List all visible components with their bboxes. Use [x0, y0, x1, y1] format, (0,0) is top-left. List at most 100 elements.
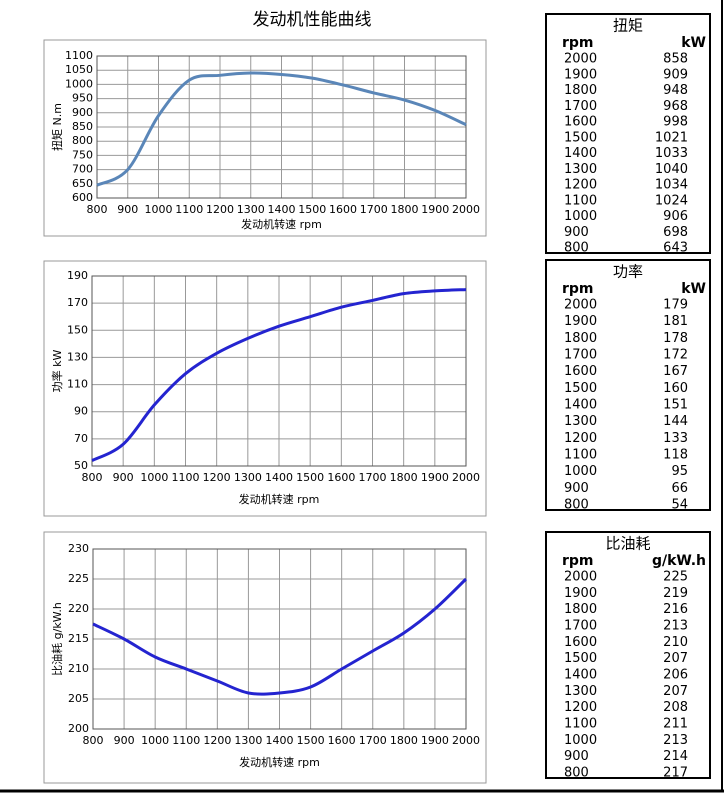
x-tick-label: 2000 — [452, 734, 480, 747]
x-tick-label: 1800 — [390, 471, 418, 484]
table-frame — [545, 259, 711, 511]
table-cell: 216 — [663, 602, 688, 617]
x-tick-label: 1100 — [175, 203, 203, 216]
y-tick-label: 1050 — [65, 63, 93, 76]
table-cell: 151 — [663, 398, 688, 413]
x-tick-label: 1100 — [172, 471, 200, 484]
table-cell: 181 — [663, 314, 688, 329]
y-tick-label: 50 — [74, 459, 88, 472]
y-tick-label: 700 — [72, 163, 93, 176]
x-tick-label: 1500 — [296, 471, 324, 484]
table-cell: 858 — [663, 52, 688, 67]
table-cell: 900 — [564, 481, 589, 496]
y-tick-label: 650 — [72, 177, 93, 190]
y-tick-label: 850 — [72, 120, 93, 133]
x-tick-label: 900 — [114, 734, 135, 747]
x-tick-label: 1700 — [359, 734, 387, 747]
x-tick-label: 2000 — [452, 471, 480, 484]
y-tick-label: 200 — [68, 722, 89, 735]
y-tick-label: 70 — [74, 432, 88, 445]
y-axis-label: 扭矩 N.m — [50, 103, 64, 151]
table-cell: 1100 — [564, 193, 597, 208]
y-tick-label: 1100 — [65, 49, 93, 62]
y-tick-label: 190 — [67, 269, 88, 282]
x-axis-label: 发动机转速 rpm — [241, 217, 322, 231]
y-tick-label: 210 — [68, 662, 89, 675]
y-tick-label: 900 — [72, 106, 93, 119]
table-cell: 210 — [663, 635, 688, 650]
table-title: 功率 — [613, 263, 643, 281]
series-line — [92, 577, 468, 696]
table-cell: 1800 — [564, 83, 597, 98]
table-cell: 66 — [671, 481, 688, 496]
x-tick-label: 1600 — [327, 471, 355, 484]
y-tick-label: 110 — [67, 378, 88, 391]
x-tick-label: 1300 — [234, 734, 262, 747]
table-cell: 179 — [663, 298, 688, 313]
table-cell: 217 — [663, 766, 688, 781]
series-line — [96, 71, 467, 187]
table-cell: 900 — [564, 749, 589, 764]
x-tick-label: 1400 — [265, 471, 293, 484]
table-cell: 207 — [663, 684, 688, 699]
x-tick-label: 900 — [113, 471, 134, 484]
x-tick-label: 1700 — [360, 203, 388, 216]
table-frame — [545, 531, 711, 779]
table-cell: 208 — [663, 700, 688, 715]
table-cell: 1000 — [564, 209, 597, 224]
table-cell: 1700 — [564, 348, 597, 363]
x-tick-label: 1800 — [391, 203, 419, 216]
x-tick-label: 1700 — [359, 471, 387, 484]
table-cell: 800 — [564, 766, 589, 781]
x-tick-label: 800 — [87, 203, 108, 216]
column-header: g/kW.h — [652, 553, 706, 569]
series-line — [91, 288, 467, 462]
table-cell: 133 — [663, 431, 688, 446]
table-cell: 998 — [663, 115, 688, 130]
table-cell: 1100 — [564, 448, 597, 463]
y-tick-label: 800 — [72, 134, 93, 147]
table-cell: 1100 — [564, 717, 597, 732]
table-cell: 1040 — [655, 162, 688, 177]
column-header: rpm — [562, 553, 594, 569]
table-cell: 172 — [663, 348, 688, 363]
column-header: kW — [681, 35, 706, 51]
y-tick-label: 225 — [68, 572, 89, 585]
table-cell: 219 — [663, 586, 688, 601]
table-cell: 95 — [671, 464, 688, 479]
table-cell: 698 — [663, 225, 688, 240]
table-frame — [545, 13, 711, 254]
x-tick-label: 900 — [117, 203, 138, 216]
y-tick-label: 230 — [68, 542, 89, 555]
x-tick-label: 1200 — [203, 471, 231, 484]
table-cell: 900 — [564, 225, 589, 240]
chart-frame — [43, 260, 487, 517]
table-cell: 800 — [564, 241, 589, 256]
x-tick-label: 1600 — [329, 203, 357, 216]
y-tick-label: 1000 — [65, 77, 93, 90]
table-cell: 144 — [663, 414, 688, 429]
table-cell: 1300 — [564, 162, 597, 177]
table-cell: 160 — [663, 381, 688, 396]
table-cell: 214 — [663, 749, 688, 764]
y-tick-label: 950 — [72, 92, 93, 105]
table-cell: 1200 — [564, 178, 597, 193]
x-tick-label: 1100 — [172, 734, 200, 747]
y-axis-label: 比油耗 g/kW.h — [50, 602, 64, 676]
x-tick-label: 1000 — [141, 734, 169, 747]
table-cell: 1900 — [564, 67, 597, 82]
table-cell: 1300 — [564, 684, 597, 699]
y-tick-label: 600 — [72, 191, 93, 204]
y-tick-label: 750 — [72, 148, 93, 161]
table-cell: 1024 — [655, 193, 688, 208]
x-tick-label: 1200 — [206, 203, 234, 216]
page-title: 发动机性能曲线 — [253, 10, 372, 30]
table-cell: 1800 — [564, 331, 597, 346]
table-title: 扭矩 — [613, 17, 643, 35]
chart-frame — [43, 531, 487, 784]
table-cell: 1400 — [564, 398, 597, 413]
x-tick-label: 1000 — [145, 203, 173, 216]
table-cell: 1600 — [564, 115, 597, 130]
column-header: rpm — [562, 281, 594, 297]
